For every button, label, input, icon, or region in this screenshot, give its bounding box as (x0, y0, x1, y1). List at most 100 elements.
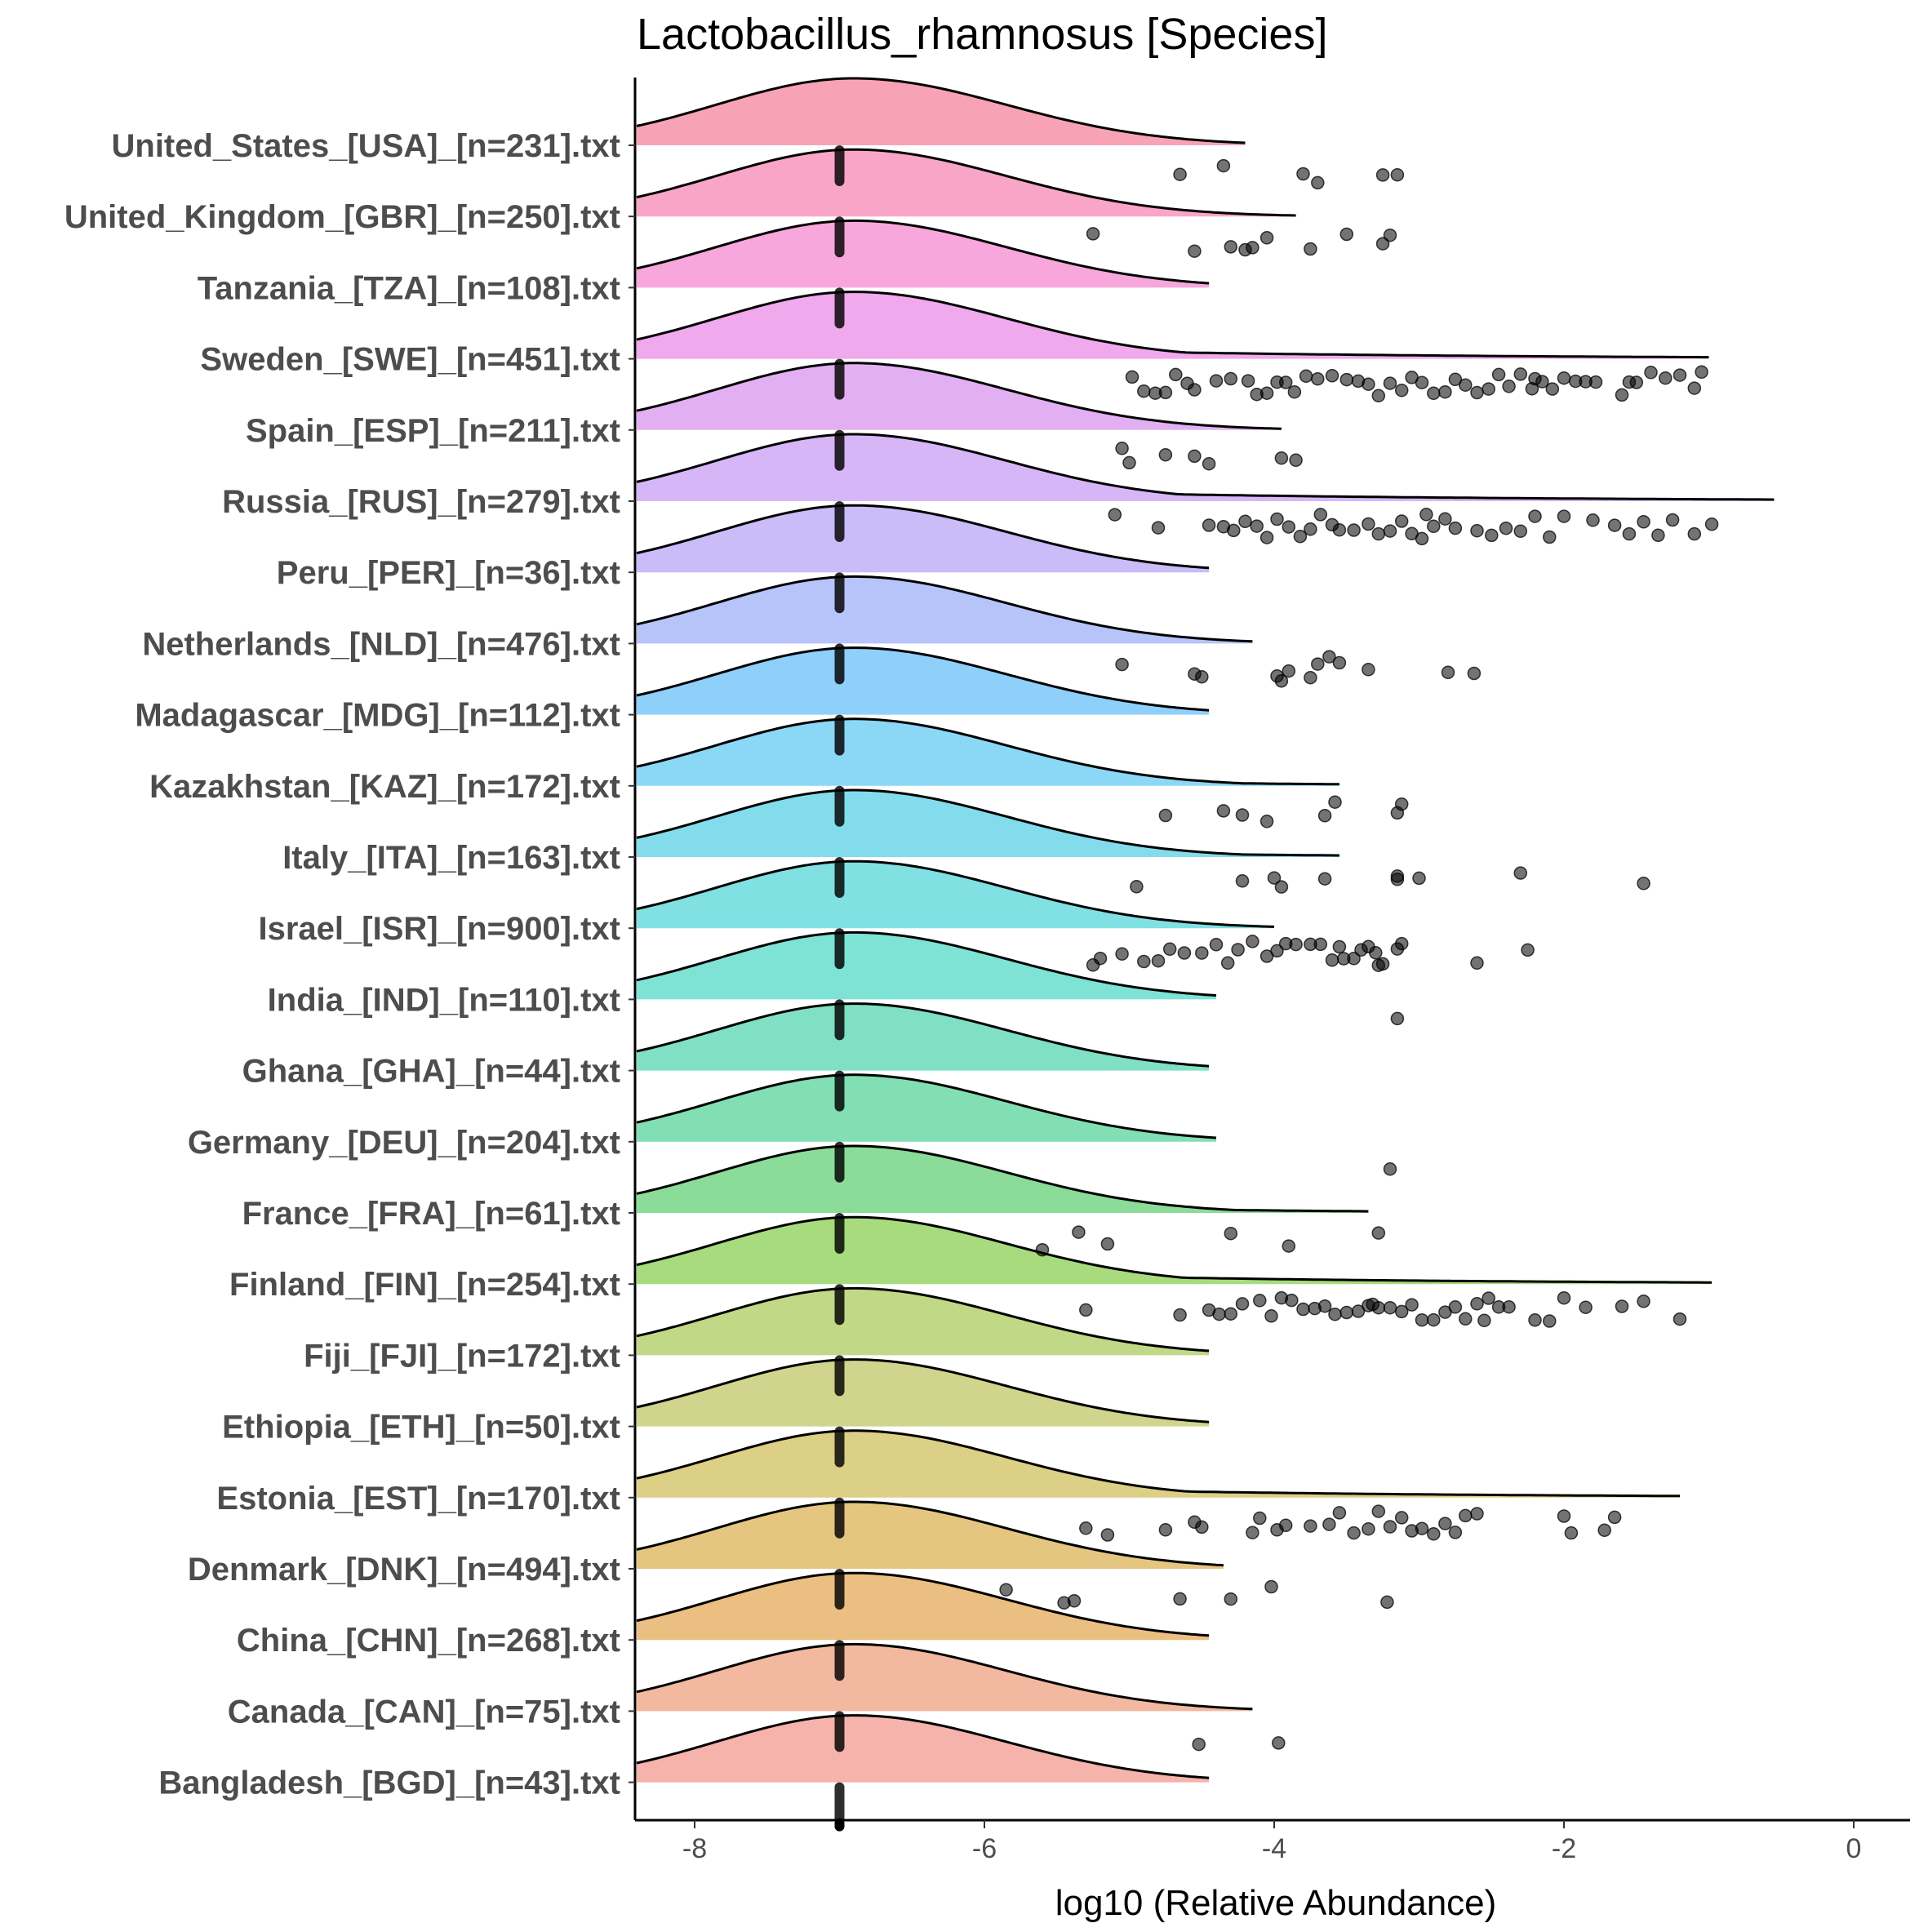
data-point (1339, 1305, 1354, 1320)
data-point (1485, 528, 1499, 543)
data-point (1169, 367, 1183, 382)
ridge-area (637, 78, 1246, 145)
ridge-area (637, 505, 1210, 573)
data-point (1311, 175, 1325, 190)
data-point (1264, 1579, 1278, 1594)
data-point (1285, 1293, 1299, 1308)
data-point (1545, 382, 1560, 396)
data-point (1467, 666, 1482, 681)
x-tick-label: -8 (682, 1833, 707, 1864)
data-point (1477, 1313, 1491, 1328)
ridge-area (637, 861, 1274, 929)
data-point (1362, 663, 1375, 677)
data-point (1394, 1304, 1409, 1319)
data-point (1100, 1237, 1115, 1251)
y-tick-label: Finland_[FIN]_[n=254].txt (229, 1267, 620, 1303)
data-point (1419, 508, 1433, 522)
data-point (1282, 1239, 1296, 1253)
data-point (1209, 938, 1224, 952)
ridge-outline (636, 1429, 1680, 1498)
ridges-layer (636, 77, 1775, 1783)
ridge-outline (636, 788, 1339, 857)
data-point (1325, 369, 1339, 383)
data-point (1448, 372, 1463, 387)
data-point (1637, 877, 1650, 890)
x-tick-label: 0 (1846, 1833, 1862, 1864)
data-point (1438, 512, 1452, 526)
x-tick-label: -2 (1552, 1833, 1576, 1864)
data-point (1259, 531, 1274, 544)
data-point (1125, 370, 1139, 384)
data-point (1383, 524, 1397, 538)
data-point (1304, 242, 1317, 256)
y-tick-label: Italy_[ITA]_[n=163].txt (282, 840, 620, 876)
data-point (1072, 1225, 1086, 1239)
data-point (1195, 1520, 1209, 1534)
ridge-area (637, 1573, 1210, 1641)
data-point (1296, 167, 1310, 181)
data-point (1151, 521, 1166, 535)
data-point (1311, 371, 1325, 386)
data-point (1383, 1520, 1397, 1534)
data-point (1235, 874, 1250, 888)
data-point (1259, 231, 1274, 245)
data-point (1607, 1510, 1622, 1525)
data-point (1289, 453, 1303, 468)
ridge-area (637, 1359, 1210, 1427)
data-point (1224, 1307, 1238, 1321)
ridge-area (637, 790, 1339, 857)
data-point (1513, 866, 1528, 880)
data-point (1322, 650, 1336, 664)
data-point (1470, 523, 1484, 538)
x-axis-ticks: -8 -6 -4 -2 0 (682, 1820, 1862, 1864)
y-tick-label: Fiji_[FJI]_[n=172].txt (304, 1338, 620, 1374)
y-tick-label: Bangladesh_[BGD]_[n=43].txt (158, 1765, 620, 1801)
data-point (1216, 804, 1231, 818)
data-point (1695, 365, 1708, 380)
y-tick-label: United_States_[USA]_[n=231].txt (112, 128, 621, 164)
data-point (1622, 526, 1637, 541)
data-point (1441, 665, 1455, 680)
data-point (1597, 1523, 1611, 1538)
ridge-outline (636, 1144, 1369, 1213)
data-point (1304, 670, 1317, 685)
data-point (1607, 518, 1622, 532)
ridge-outline (636, 1002, 1210, 1068)
y-tick-label: Madagascar_[MDG]_[n=112].txt (135, 698, 620, 734)
data-point (999, 1583, 1013, 1597)
data-point (1274, 880, 1289, 894)
data-point (1502, 1299, 1516, 1314)
data-point (1158, 808, 1173, 823)
ridge-area (637, 576, 1253, 644)
data-point (1427, 1527, 1441, 1541)
data-point (1459, 1312, 1473, 1326)
ridge-outline (636, 646, 1210, 712)
data-point (1259, 386, 1274, 400)
data-point (1202, 518, 1216, 532)
data-point (1317, 1299, 1332, 1313)
data-point (1383, 1162, 1397, 1176)
data-point (1371, 958, 1386, 972)
data-point (1241, 374, 1255, 388)
ridge-outline (636, 1215, 1713, 1284)
y-tick-label: China_[CHN]_[n=268].txt (237, 1623, 620, 1659)
data-point (1264, 1309, 1278, 1323)
data-point (1470, 956, 1484, 970)
data-point (1317, 872, 1332, 886)
data-point (1195, 946, 1209, 960)
data-point (1579, 1300, 1593, 1314)
data-point (1637, 515, 1650, 529)
data-point (1415, 531, 1429, 546)
data-point (1375, 237, 1390, 251)
data-point (1427, 1312, 1441, 1327)
data-point (1122, 455, 1136, 470)
data-point (1246, 1526, 1259, 1539)
data-point (1151, 953, 1166, 968)
data-point (1115, 657, 1129, 672)
data-point (1651, 528, 1665, 543)
data-point (1390, 167, 1405, 182)
data-point (1347, 952, 1361, 966)
data-point (1362, 1521, 1375, 1536)
data-point (1390, 869, 1405, 883)
data-point (1513, 524, 1528, 539)
